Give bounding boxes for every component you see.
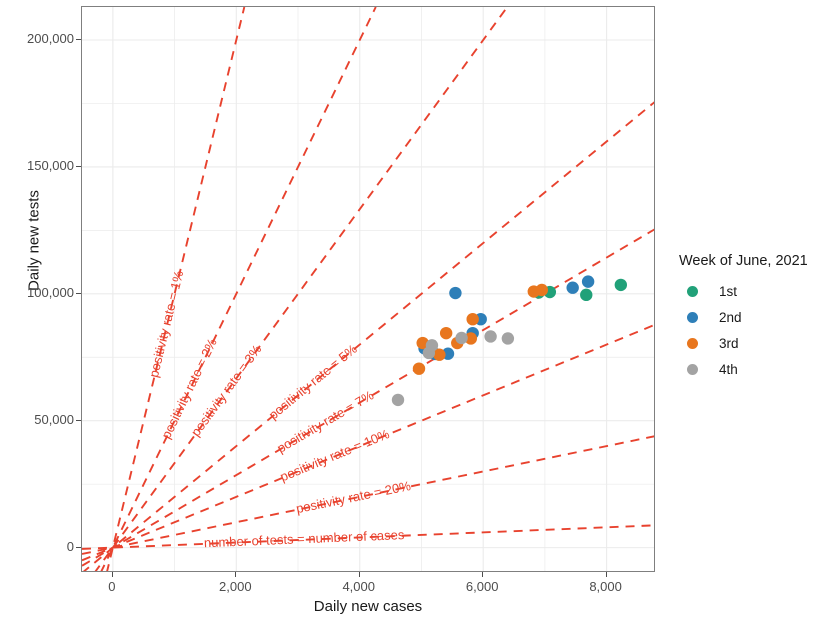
legend-item-label: 3rd [719, 335, 739, 351]
reference-line [94, 7, 509, 571]
data-point[interactable] [412, 362, 426, 375]
x-tick-label: 0 [108, 579, 116, 594]
legend-item-label: 2nd [719, 309, 742, 325]
data-point[interactable] [580, 288, 593, 302]
y-tick-label: 200,000 [27, 30, 74, 46]
gridlines [82, 7, 654, 571]
data-point[interactable] [581, 275, 595, 288]
x-tick-mark [358, 572, 360, 577]
x-axis-title: Daily new cases [313, 598, 423, 615]
circle-marker-icon [679, 285, 705, 297]
data-point[interactable] [439, 326, 453, 340]
data-point[interactable] [425, 339, 439, 352]
y-tick-mark [76, 165, 81, 167]
plot-area-svg: positivity rate = 1%positivity rate = 2%… [82, 7, 654, 571]
reference-line-label: number of tests = number of cases [204, 527, 405, 550]
reference-line [82, 435, 654, 555]
legend-item-label: 1st [719, 283, 738, 299]
reference-line-label: positivity rate = 2% [158, 336, 220, 441]
legend-item-label: 4th [719, 361, 738, 377]
data-point[interactable] [614, 278, 628, 292]
legend-items: 1st 2nd 3rd 4th [679, 278, 808, 382]
reference-line [106, 7, 246, 571]
data-point[interactable] [484, 330, 497, 343]
data-point[interactable] [501, 332, 515, 345]
data-point[interactable] [391, 393, 405, 407]
y-tick-mark [76, 292, 81, 294]
x-tick-mark [235, 572, 237, 577]
circle-marker-icon [679, 337, 705, 349]
circle-marker-icon [679, 311, 705, 323]
legend-swatch [686, 285, 698, 297]
x-tick-label: 4,000 [342, 579, 375, 594]
data-point[interactable] [433, 348, 446, 361]
legend-swatch [686, 337, 698, 349]
series-4th [391, 330, 515, 407]
data-point[interactable] [535, 283, 549, 297]
data-point[interactable] [449, 286, 462, 300]
reference-line [82, 324, 654, 562]
data-point[interactable] [416, 336, 429, 350]
x-tick-label: 2,000 [219, 579, 252, 594]
data-point[interactable] [466, 312, 479, 326]
series-2nd [418, 275, 595, 361]
reference-line [82, 101, 654, 571]
y-tick-mark [76, 546, 81, 548]
data-point[interactable] [455, 331, 468, 345]
y-tick-label: 100,000 [27, 284, 74, 300]
reference-line-label: positivity rate = 20% [295, 478, 413, 516]
data-points [391, 275, 628, 407]
y-tick-label: 0 [66, 538, 74, 554]
reference-line [100, 7, 377, 571]
y-tick-label: 150,000 [27, 157, 74, 173]
x-tick-mark [111, 572, 113, 577]
legend-item-2nd[interactable]: 2nd [679, 304, 808, 330]
series-3rd [412, 283, 549, 375]
plot-panel: positivity rate = 1% positivity rate = 2%… [81, 6, 655, 572]
circle-marker-icon [679, 363, 705, 375]
x-tick-label: 6,000 [465, 579, 499, 594]
legend-swatch [686, 311, 698, 323]
legend-item-3rd[interactable]: 3rd [679, 330, 808, 356]
y-tick-mark [76, 419, 81, 421]
legend: Week of June, 2021 1st 2nd 3rd 4th [679, 253, 808, 382]
x-tick-mark [482, 572, 484, 577]
legend-swatch [686, 363, 698, 375]
x-tick-mark [605, 572, 607, 577]
y-tick-label: 50,000 [34, 411, 74, 427]
reference-line-label: positivity rate = 1% [146, 269, 187, 379]
data-point[interactable] [464, 332, 478, 345]
legend-title: Week of June, 2021 [679, 253, 808, 269]
data-point[interactable] [566, 281, 579, 294]
y-tick-mark [76, 38, 81, 40]
x-tick-label: 8,000 [589, 579, 622, 594]
legend-item-1st[interactable]: 1st [679, 278, 808, 304]
legend-item-4th[interactable]: 4th [679, 356, 808, 382]
